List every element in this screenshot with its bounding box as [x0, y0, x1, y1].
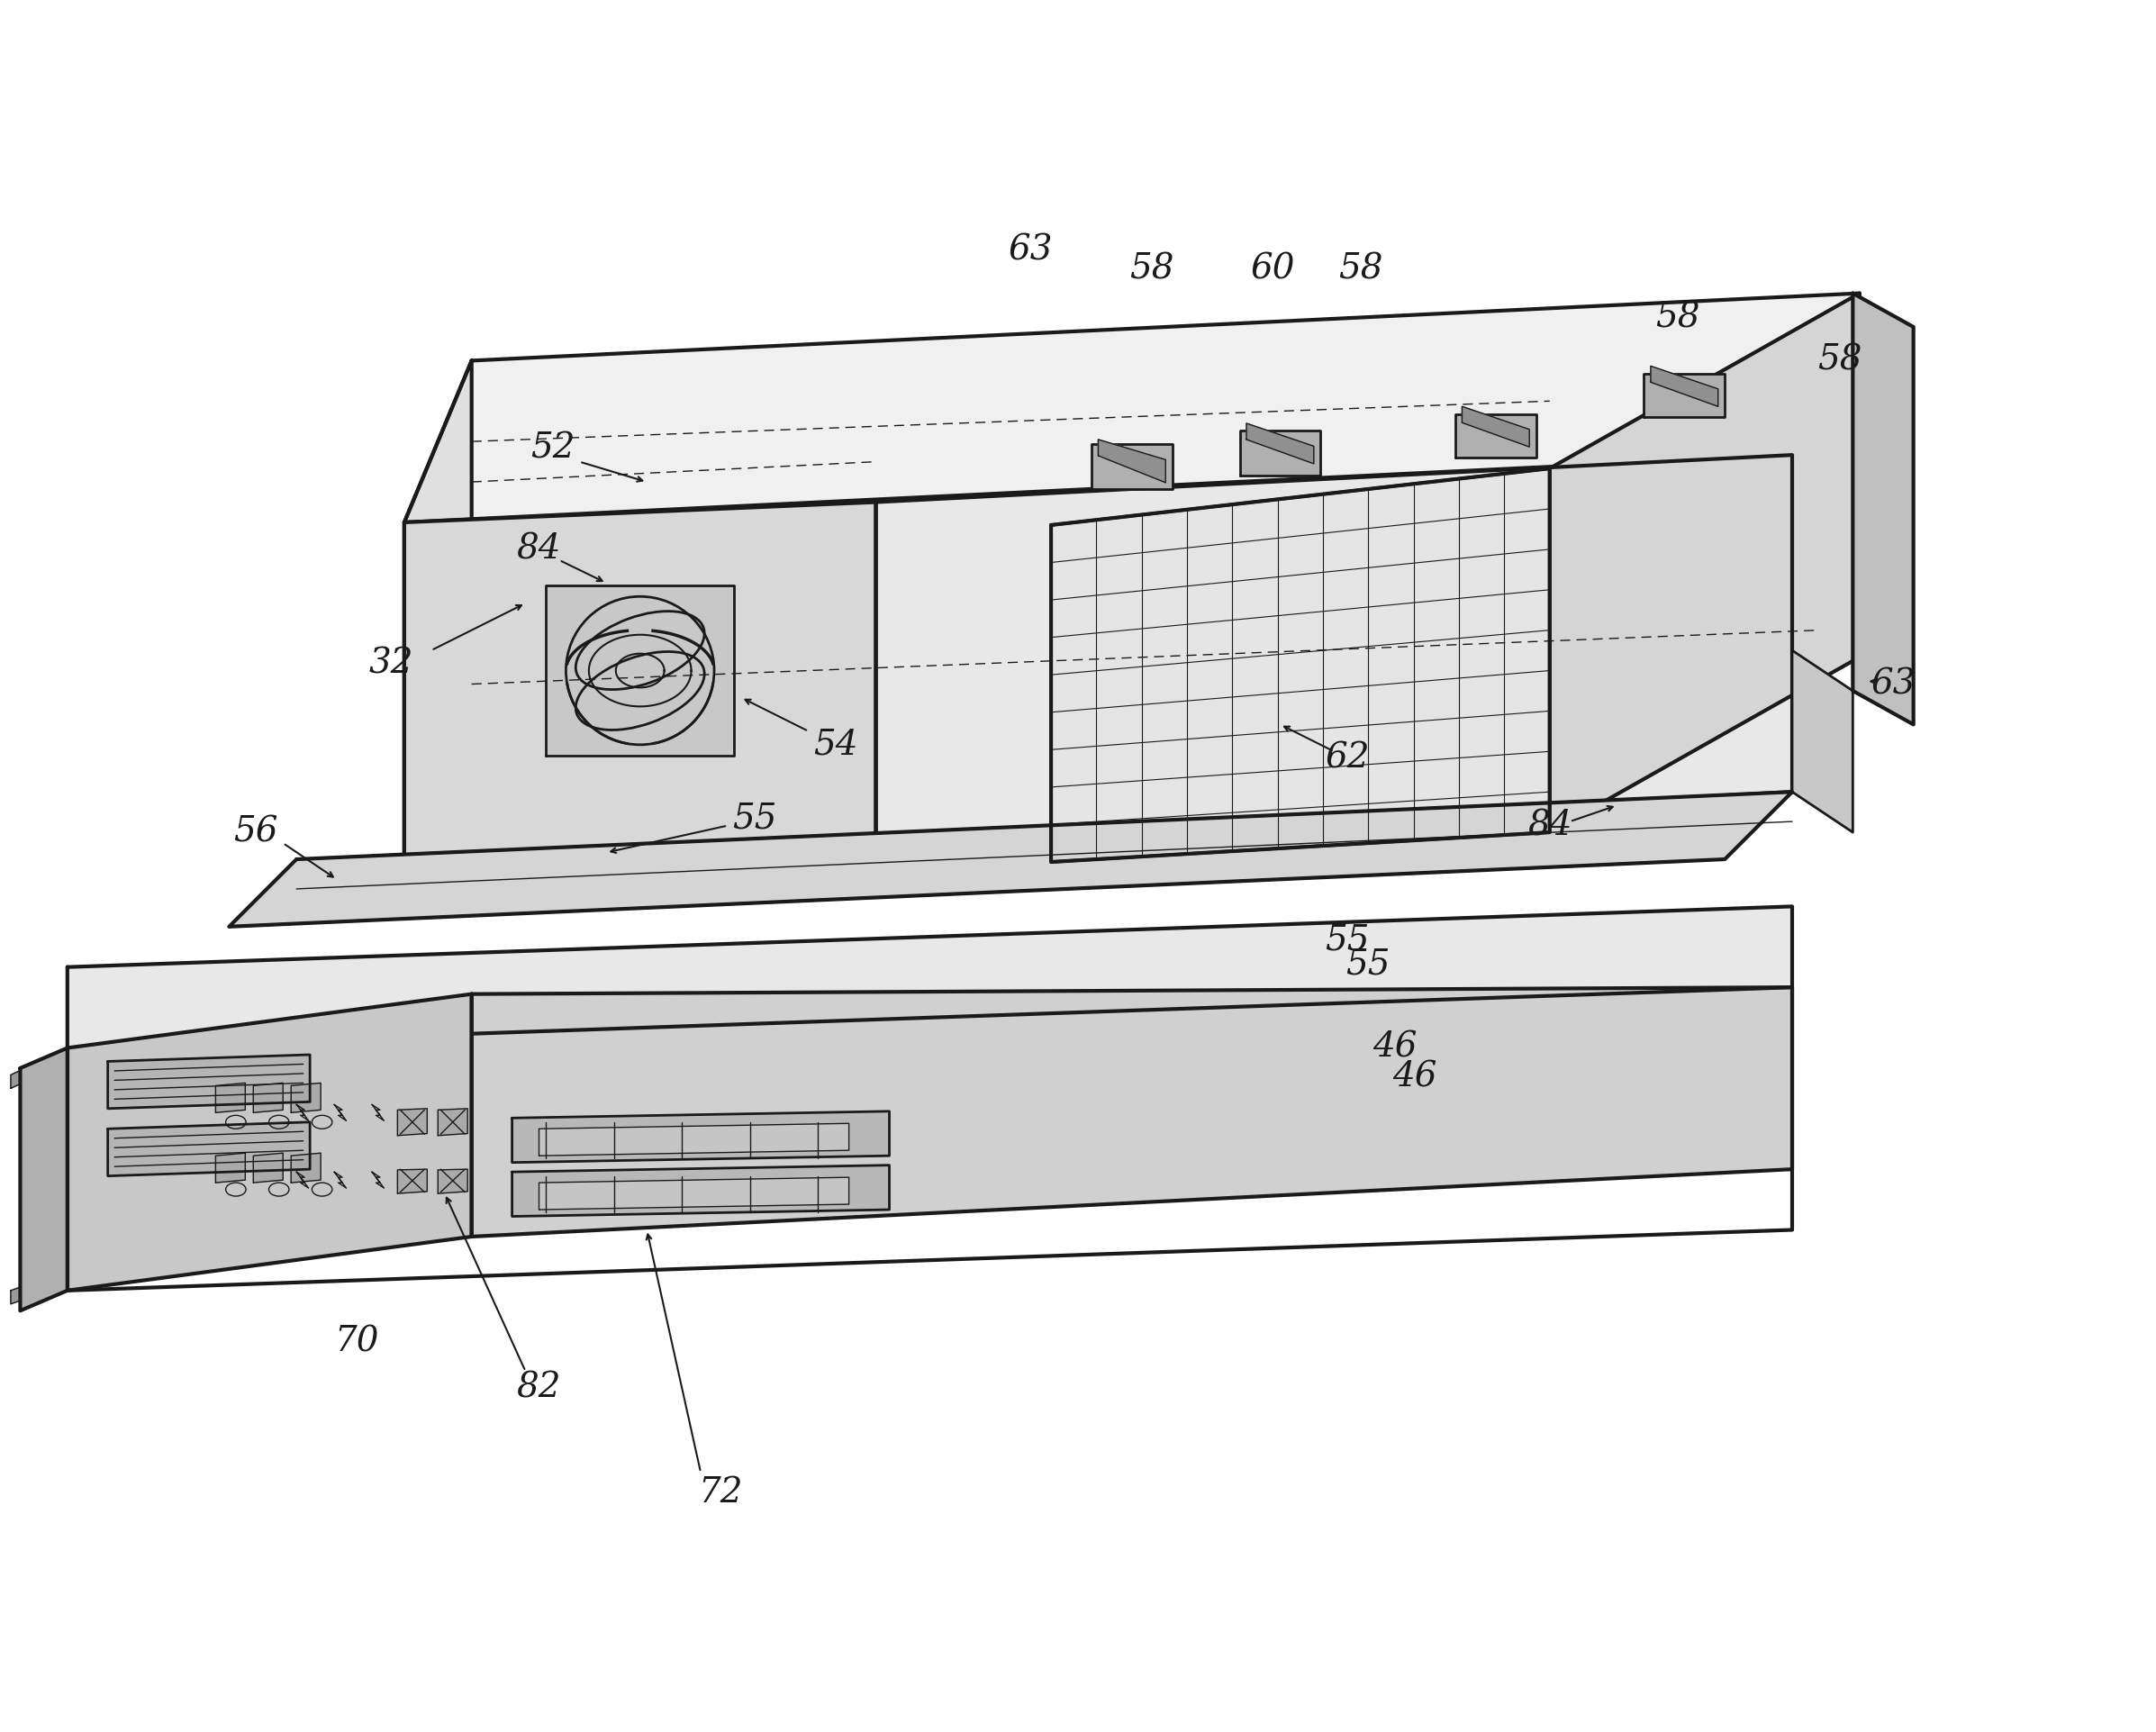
Polygon shape — [539, 1124, 849, 1155]
Text: 55: 55 — [733, 802, 776, 835]
Polygon shape — [1550, 293, 1858, 833]
Text: 56: 56 — [233, 816, 278, 849]
Polygon shape — [216, 1154, 246, 1183]
Polygon shape — [216, 1082, 246, 1112]
Text: 55: 55 — [1326, 923, 1369, 956]
Text: 32: 32 — [369, 648, 414, 681]
Polygon shape — [1852, 293, 1912, 724]
Polygon shape — [1240, 431, 1319, 475]
Text: 82: 82 — [517, 1370, 561, 1405]
Polygon shape — [254, 1154, 282, 1183]
Polygon shape — [1792, 651, 1852, 833]
Polygon shape — [291, 1154, 321, 1183]
Polygon shape — [397, 1108, 427, 1136]
Polygon shape — [1643, 374, 1725, 417]
Polygon shape — [67, 994, 472, 1290]
Text: 46: 46 — [1393, 1062, 1438, 1095]
Polygon shape — [875, 456, 1792, 838]
Polygon shape — [19, 1048, 67, 1311]
Text: 63: 63 — [1871, 667, 1915, 701]
Polygon shape — [539, 1178, 849, 1209]
Polygon shape — [405, 293, 1858, 523]
Polygon shape — [254, 1082, 282, 1112]
Polygon shape — [108, 1122, 310, 1176]
Polygon shape — [438, 1169, 468, 1193]
Text: 84: 84 — [517, 533, 561, 566]
Polygon shape — [11, 1270, 67, 1304]
Polygon shape — [545, 585, 735, 755]
Text: 58: 58 — [1818, 345, 1861, 378]
Polygon shape — [438, 1108, 468, 1136]
Text: 46: 46 — [1373, 1031, 1416, 1065]
Polygon shape — [1462, 407, 1529, 447]
Polygon shape — [1091, 443, 1173, 488]
Polygon shape — [67, 906, 1792, 1048]
Polygon shape — [1246, 423, 1313, 464]
Polygon shape — [511, 1166, 888, 1216]
Text: 58: 58 — [1339, 253, 1384, 286]
Polygon shape — [229, 792, 1792, 927]
Polygon shape — [405, 360, 472, 859]
Text: 62: 62 — [1326, 741, 1369, 774]
Polygon shape — [405, 502, 875, 859]
Text: 55: 55 — [1345, 947, 1391, 980]
Polygon shape — [108, 1055, 310, 1108]
Polygon shape — [1455, 414, 1535, 457]
Text: 58: 58 — [1656, 301, 1699, 334]
Polygon shape — [1052, 468, 1550, 863]
Polygon shape — [511, 1112, 888, 1162]
Polygon shape — [291, 1082, 321, 1112]
Polygon shape — [1651, 365, 1718, 407]
Polygon shape — [472, 987, 1792, 1237]
Polygon shape — [11, 1048, 67, 1088]
Text: 52: 52 — [530, 431, 576, 464]
Text: 54: 54 — [813, 727, 858, 762]
Polygon shape — [1097, 440, 1166, 483]
Polygon shape — [397, 1169, 427, 1193]
Text: 70: 70 — [334, 1325, 379, 1358]
Text: 84: 84 — [1526, 809, 1572, 842]
Text: 58: 58 — [1130, 253, 1175, 286]
Text: 72: 72 — [699, 1476, 744, 1509]
Text: 60: 60 — [1250, 253, 1296, 286]
Text: 63: 63 — [1009, 234, 1052, 267]
